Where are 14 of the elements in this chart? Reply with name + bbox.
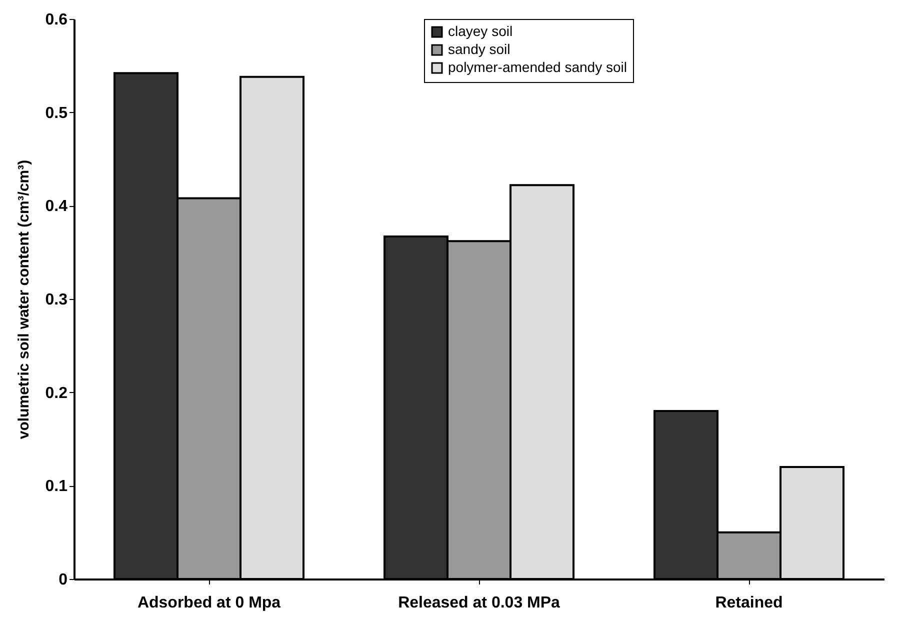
x-tick-label: Adsorbed at 0 Mpa	[137, 594, 281, 612]
y-tick-label: 0.2	[45, 384, 68, 402]
y-tick-label: 0.1	[45, 478, 68, 496]
x-tick-label: Retained	[715, 594, 783, 612]
y-tick-label: 0.3	[45, 292, 68, 308]
y-axis-title: volumetric soil water content (cm³/cm³)	[15, 160, 32, 440]
legend-label: polymer-amended sandy soil	[448, 59, 627, 75]
y-tick-label: 0.5	[45, 104, 68, 122]
legend-label: clayey soil	[448, 23, 513, 39]
legend-label: sandy soil	[448, 41, 510, 57]
y-tick-label: 0.4	[45, 198, 68, 216]
y-tick-label: 0.6	[45, 12, 68, 28]
y-tick-label: 0	[58, 572, 68, 588]
x-tick-label: Released at 0.03 MPa	[398, 594, 560, 612]
